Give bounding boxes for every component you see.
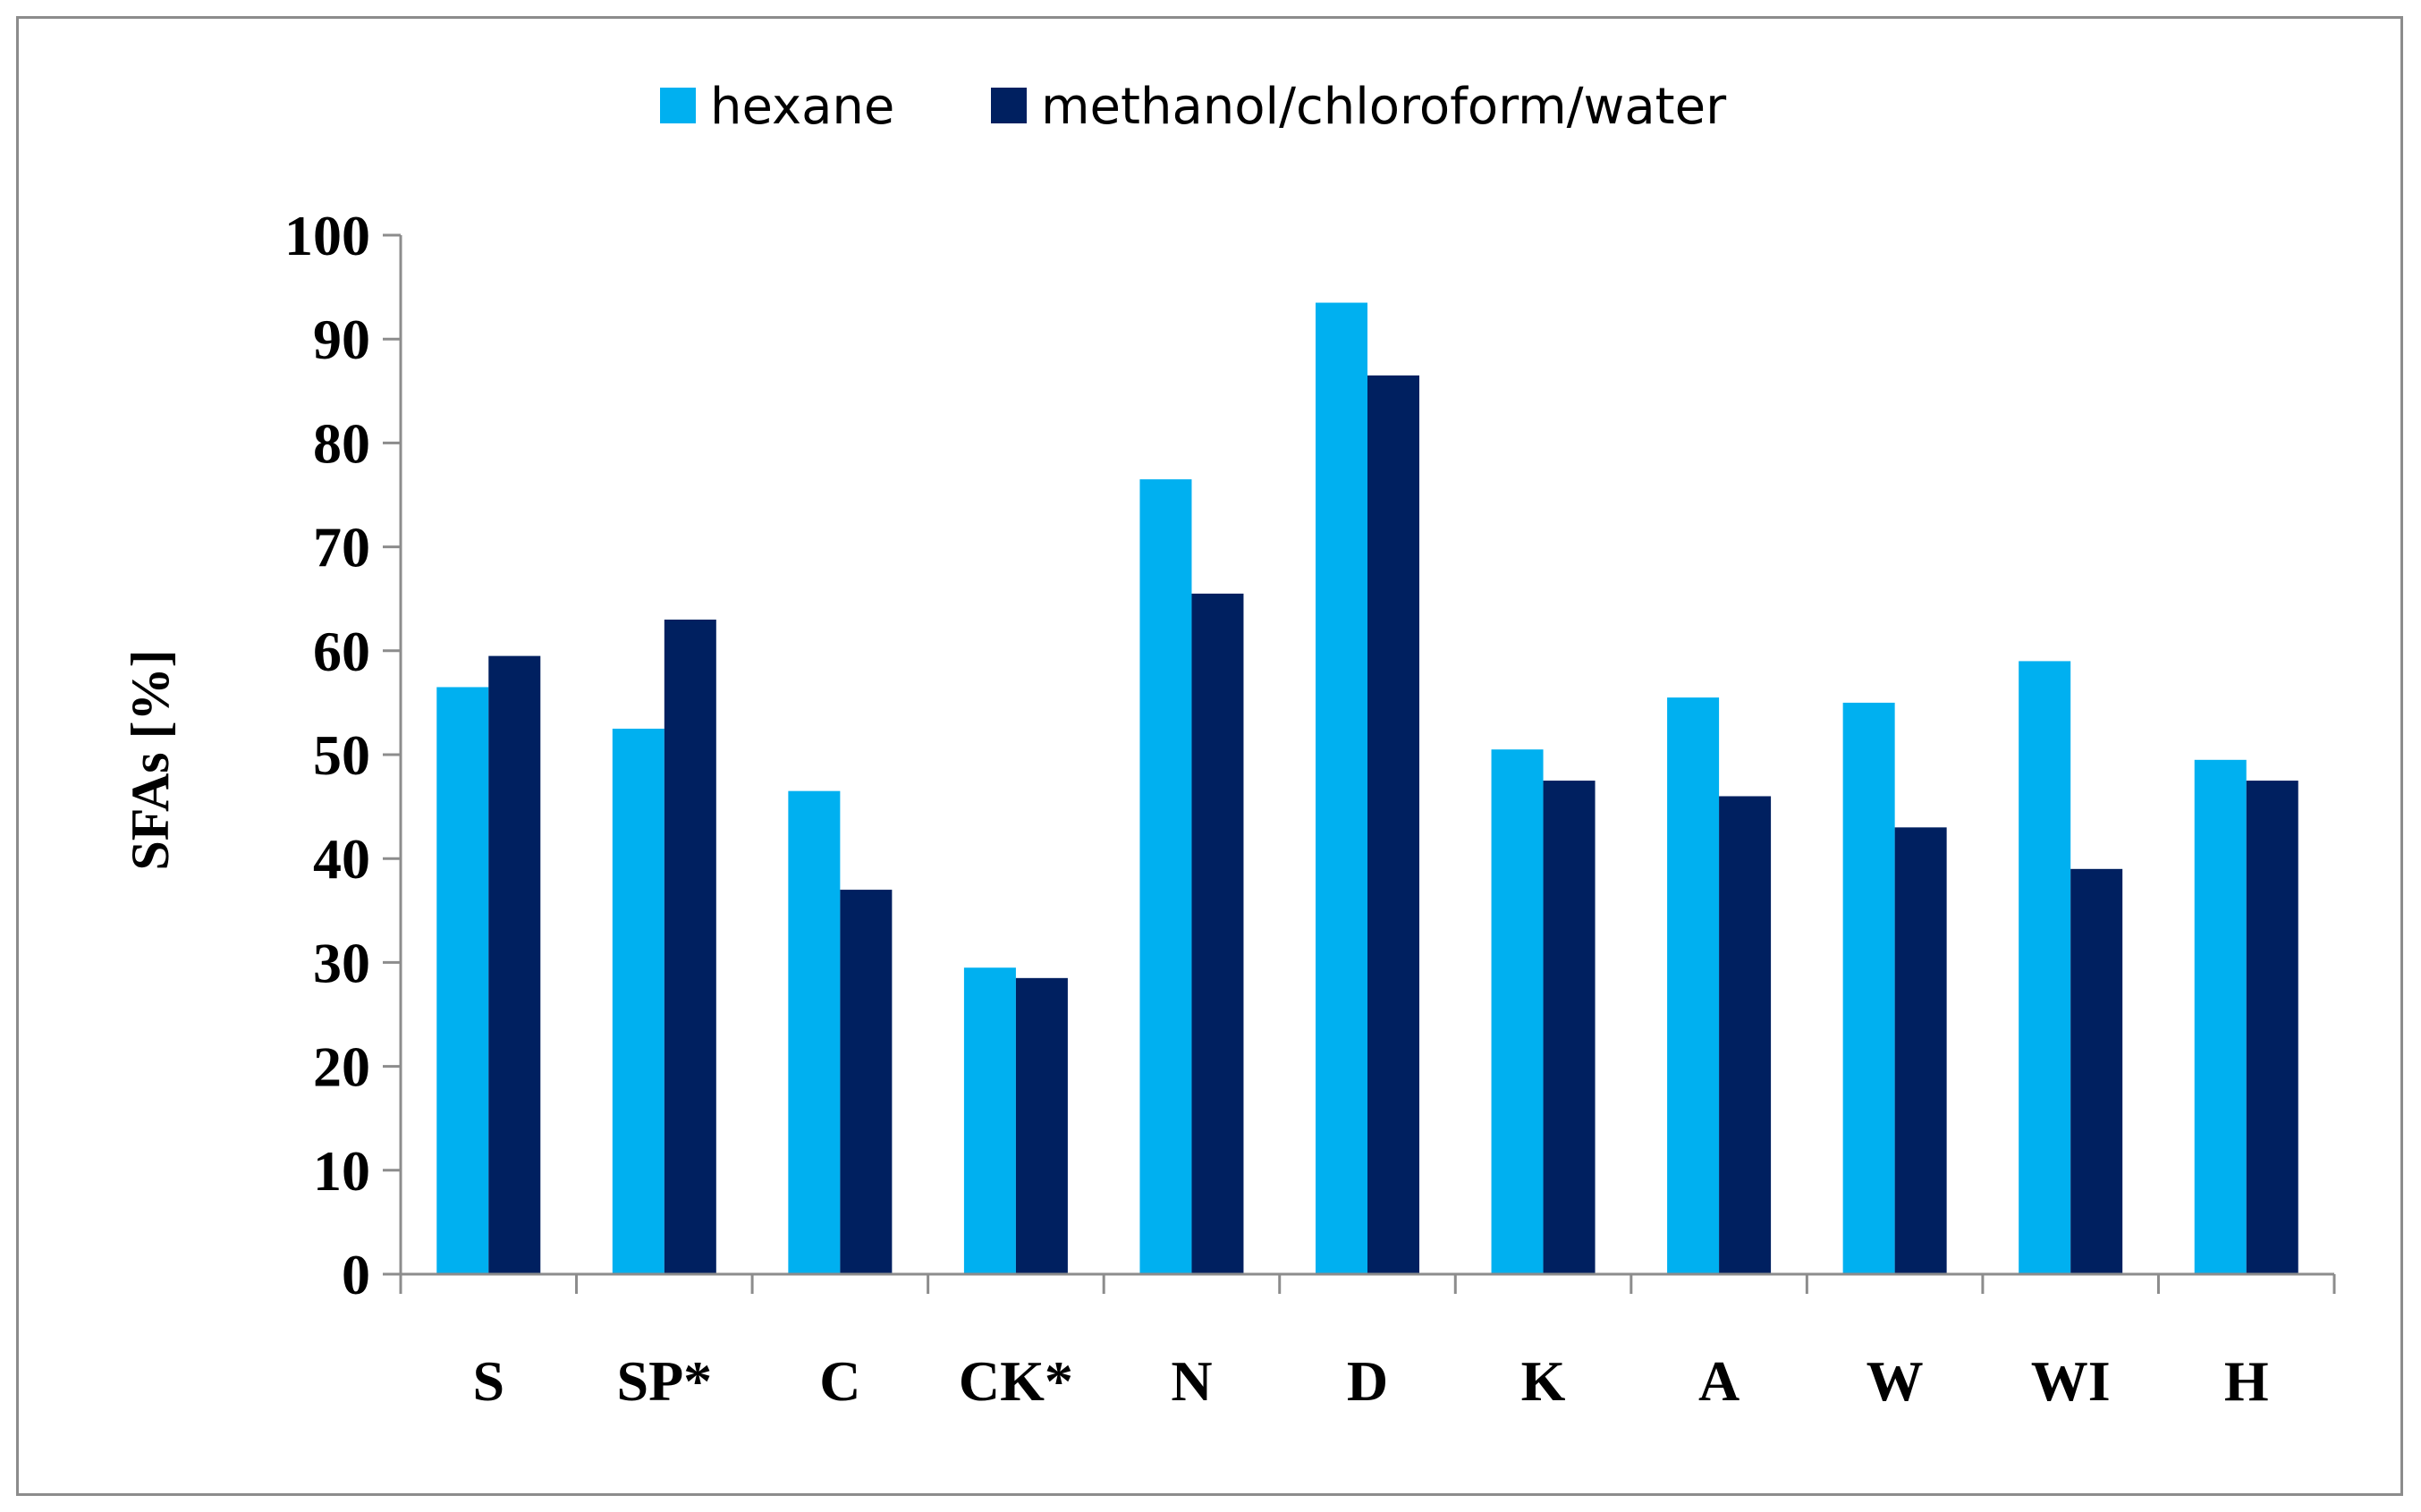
- x-tick-label: W: [1867, 1349, 1924, 1413]
- bar-hexane-d: [1316, 302, 1367, 1274]
- y-tick-label: 40: [313, 827, 370, 891]
- bar-methanol-chloroform-water-ck: [1015, 977, 1068, 1274]
- y-tick-label: 90: [313, 308, 370, 371]
- bar-hexane-h: [2194, 759, 2247, 1274]
- bar-methanol-chloroform-water-k: [1543, 781, 1596, 1274]
- x-tick-label: K: [1521, 1349, 1566, 1413]
- y-tick-label: 20: [313, 1035, 370, 1099]
- y-tick-label: 60: [313, 620, 370, 683]
- x-tick-label: H: [2224, 1349, 2269, 1413]
- bar-methanol-chloroform-water-w: [1894, 827, 1947, 1274]
- bar-hexane-sp: [612, 728, 665, 1274]
- bar-methanol-chloroform-water-h: [2246, 781, 2298, 1274]
- x-tick-label: S: [472, 1349, 504, 1413]
- bar-hexane-n: [1139, 479, 1192, 1274]
- y-tick-label: 50: [313, 723, 370, 787]
- legend-swatch-methanol-chloroform-water: [991, 88, 1027, 123]
- x-tick-label: D: [1347, 1349, 1388, 1413]
- x-tick-label: CK*: [959, 1349, 1073, 1413]
- x-tick-label: WI: [2031, 1349, 2111, 1413]
- bars-group: [436, 302, 2298, 1274]
- bar-methanol-chloroform-water-wi: [2070, 868, 2123, 1274]
- bar-hexane-wi: [2019, 661, 2071, 1274]
- bar-methanol-chloroform-water-d: [1367, 375, 1419, 1274]
- bar-hexane-a: [1667, 697, 1720, 1274]
- x-tick-label: N: [1171, 1349, 1212, 1413]
- bar-methanol-chloroform-water-s: [488, 655, 541, 1274]
- bar-hexane-k: [1491, 749, 1544, 1274]
- bar-methanol-chloroform-water-c: [840, 890, 893, 1274]
- x-tick-label: SP*: [616, 1349, 712, 1413]
- legend-label-hexane: hexane: [710, 78, 894, 136]
- x-tick-label: C: [819, 1349, 860, 1413]
- y-tick-label: 0: [342, 1243, 370, 1306]
- y-tick-label: 70: [313, 516, 370, 579]
- y-tick-label: 10: [313, 1139, 370, 1203]
- y-tick-label: 80: [313, 411, 370, 475]
- y-axis-title: SFAs [%]: [121, 649, 180, 870]
- legend-swatch-hexane: [660, 88, 696, 123]
- bar-methanol-chloroform-water-sp: [664, 619, 716, 1274]
- bar-hexane-c: [788, 790, 841, 1274]
- bar-methanol-chloroform-water-n: [1191, 593, 1244, 1274]
- x-labels-group: S SP* C CK* N D K A W WI H: [472, 1349, 2268, 1413]
- x-tick-label: A: [1698, 1349, 1740, 1413]
- y-ticks-group: 0 10 20 30 40 50 60 70 80 90 100: [284, 204, 401, 1306]
- y-tick-label: 100: [284, 204, 370, 267]
- legend: hexane methanol/chloroform/water: [660, 78, 1727, 136]
- legend-label-methanol-chloroform-water: methanol/chloroform/water: [1041, 78, 1727, 136]
- bar-methanol-chloroform-water-a: [1719, 796, 1772, 1274]
- y-tick-label: 30: [313, 931, 370, 994]
- bar-hexane-w: [1842, 702, 1895, 1274]
- bar-hexane-s: [436, 687, 489, 1274]
- bar-hexane-ck: [963, 967, 1016, 1274]
